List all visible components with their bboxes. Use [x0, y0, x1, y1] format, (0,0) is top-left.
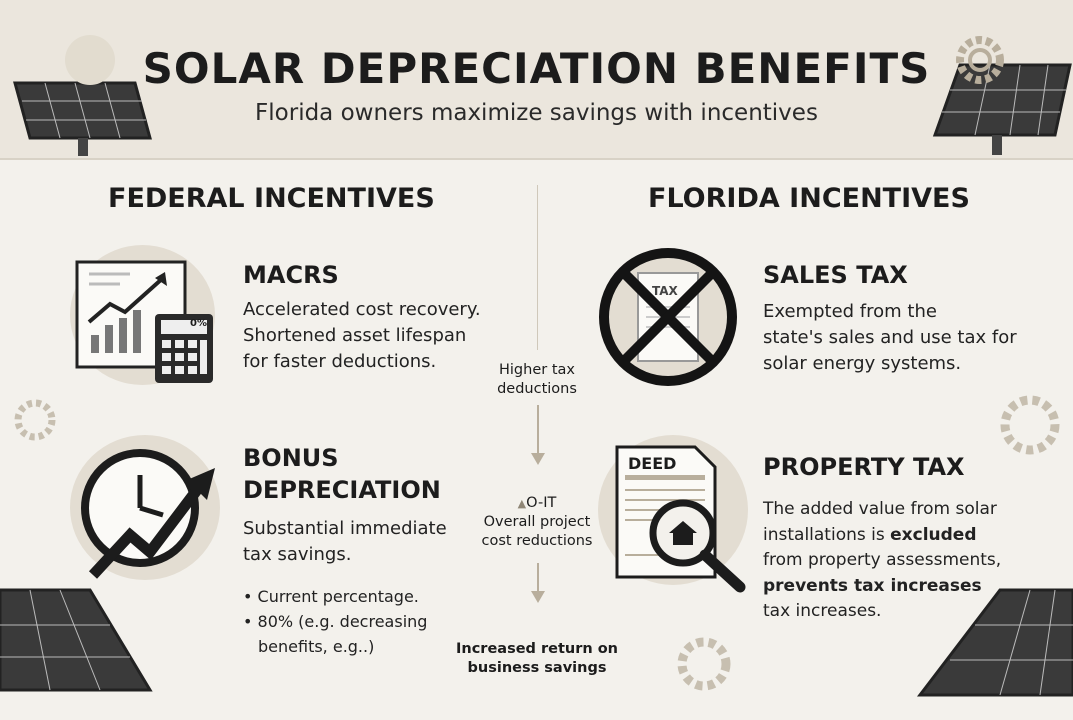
- text-line: tax increases.: [763, 601, 882, 621]
- bullet-item: • Current percentage.: [243, 587, 419, 606]
- text-line: solar energy systems.: [763, 353, 962, 374]
- text-line: deductions: [497, 381, 577, 397]
- page-subtitle: Florida owners maximize savings with inc…: [255, 100, 818, 126]
- gear-icon: [1000, 395, 1060, 455]
- title-line: DEPRECIATION: [243, 476, 441, 504]
- flow-step-3: Increased return on business savings: [427, 640, 647, 678]
- bonus-description: Substantial immediate tax savings.: [243, 516, 447, 568]
- header-band: [0, 0, 1073, 160]
- page-title: SOLAR DEPRECIATION BENEFITS: [142, 44, 931, 93]
- macrs-title: MACRS: [243, 261, 339, 289]
- bonus-bullets: • Current percentage. • 80% (e.g. decrea…: [243, 584, 427, 659]
- bullet-item: • 80% (e.g. decreasing: [243, 612, 428, 631]
- deed-label: DEED: [628, 454, 677, 473]
- text-line: state's sales and use tax for: [763, 327, 1017, 348]
- federal-heading: FEDERAL INCENTIVES: [108, 183, 435, 214]
- property-tax-description: The added value from solar installations…: [763, 497, 1001, 625]
- solar-panel-icon: [916, 588, 1073, 697]
- solar-panel-icon: [0, 588, 153, 692]
- divider: [537, 185, 538, 350]
- macrs-description: Accelerated cost recovery. Shortened ass…: [243, 297, 481, 375]
- text-line: prevents tax increases: [763, 575, 982, 596]
- triangle-icon: ▲: [517, 497, 527, 510]
- text-line: cost reductions: [481, 533, 593, 549]
- deed-magnifier-icon: [615, 445, 746, 593]
- text-line: tax savings.: [243, 544, 352, 565]
- flow-step-2-label: ▲O-IT: [517, 495, 557, 511]
- text-line: The added value from solar: [763, 499, 997, 519]
- flow-step-1: Higher tax deductions: [437, 361, 637, 399]
- arrow-down-icon: [531, 405, 545, 465]
- text-line: business savings: [467, 660, 607, 676]
- property-tax-title: PROPERTY TAX: [763, 453, 965, 481]
- gear-icon: [14, 399, 56, 441]
- gear-icon: [677, 637, 731, 691]
- solar-panel-icon: [932, 63, 1072, 155]
- bonus-title: BONUS DEPRECIATION: [243, 442, 441, 506]
- text-line: Exempted from the: [763, 301, 937, 322]
- receipt-label: TAX: [652, 284, 678, 298]
- text-line: Higher tax: [499, 362, 575, 378]
- sales-tax-description: Exempted from the state's sales and use …: [763, 299, 1017, 377]
- gear-icon: [956, 36, 1004, 84]
- text-line: Accelerated cost recovery.: [243, 299, 481, 320]
- text-line: Shortened asset lifespan: [243, 325, 467, 346]
- clock-arrow-icon: [81, 449, 215, 579]
- text-line: Substantial immediate: [243, 518, 447, 539]
- text-line: for faster deductions.: [243, 351, 437, 372]
- calculator-display: 0%: [190, 318, 207, 329]
- bullet-item: benefits, e.g..): [258, 637, 375, 656]
- text-line: Increased return on: [455, 641, 619, 657]
- arrow-down-icon: [531, 563, 545, 603]
- text-line: Overall project: [483, 514, 591, 530]
- flow-step-2: ▲O-IT Overall project cost reductions: [437, 494, 637, 551]
- calculator-icon: [155, 314, 213, 383]
- text-line: from property assessments,: [763, 550, 1002, 570]
- sun-icon: [65, 35, 115, 85]
- no-tax-icon: [599, 248, 737, 386]
- florida-heading: FLORIDA INCENTIVES: [648, 183, 970, 214]
- text-line: installations is excluded: [763, 524, 977, 545]
- title-line: BONUS: [243, 444, 339, 472]
- sales-tax-title: SALES TAX: [763, 261, 908, 289]
